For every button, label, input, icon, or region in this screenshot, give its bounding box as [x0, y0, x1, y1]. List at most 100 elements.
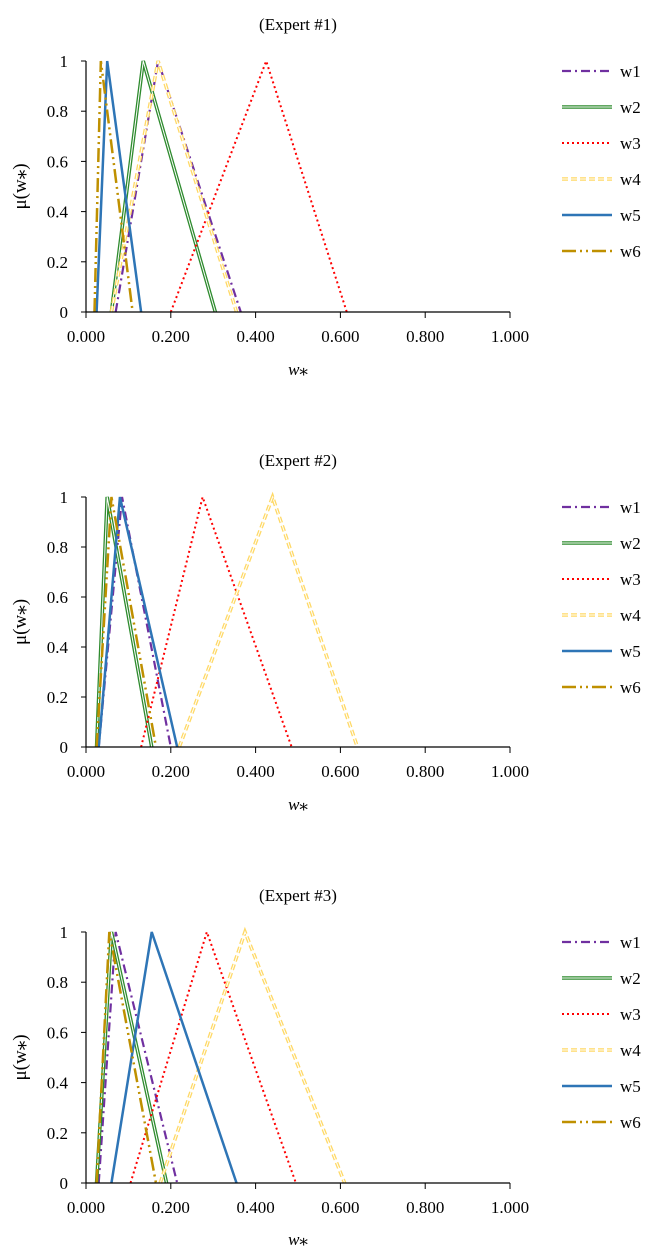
series-lines — [94, 926, 347, 1184]
y-tick-label: 0 — [60, 1174, 69, 1193]
series-line-w5 — [95, 60, 143, 313]
legend-label: w2 — [620, 969, 641, 988]
y-tick-label: 0.6 — [47, 588, 68, 607]
chart-title: (Expert #2) — [259, 451, 337, 470]
y-tick-label: 1 — [60, 52, 69, 71]
y-tick-label: 0.2 — [47, 1124, 68, 1143]
legend-label: w6 — [620, 1113, 641, 1132]
legend-item-w3: w3 — [562, 570, 641, 589]
legend-item-w6: w6 — [562, 1113, 641, 1132]
legend-item-w1: w1 — [562, 62, 641, 81]
legend-label: w5 — [620, 642, 641, 661]
series-line-w4 — [158, 926, 347, 1184]
x-tick-label: 0.400 — [236, 1198, 274, 1217]
legend-label: w4 — [620, 170, 641, 189]
legend-label: w1 — [620, 498, 641, 517]
legend-item-w2: w2 — [562, 969, 641, 988]
y-tick-label: 0.8 — [47, 973, 68, 992]
y-tick-label: 0 — [60, 738, 69, 757]
x-tick-label: 0.200 — [152, 762, 190, 781]
series-lines — [93, 57, 348, 313]
y-tick-label: 1 — [60, 488, 69, 507]
y-axis-label: μ(w⁎) — [10, 599, 31, 645]
x-tick-label: 0.000 — [67, 327, 105, 346]
series-line-w4 — [109, 60, 239, 313]
chart-panel-1: (Expert #1) 0 0.2 0.4 0.6 0.8 1 0.000 0.200 0.400… — [10, 15, 641, 379]
legend-item-w5: w5 — [562, 642, 641, 661]
x-tick-label: 0.600 — [321, 327, 359, 346]
legend-item-w6: w6 — [562, 242, 641, 261]
legend-label: w1 — [620, 933, 641, 952]
legend: w1 w2 w3 w4 w5 w6 — [562, 498, 641, 697]
legend-label: w3 — [620, 570, 641, 589]
legend-label: w6 — [620, 242, 641, 261]
x-tick-label: 0.200 — [152, 327, 190, 346]
legend-item-w5: w5 — [562, 1077, 641, 1096]
y-tick-label: 1 — [60, 923, 69, 942]
legend-item-w4: w4 — [562, 1041, 641, 1060]
series-line-w5 — [97, 496, 179, 748]
legend-item-w3: w3 — [562, 134, 641, 153]
series-line-w2 — [109, 60, 218, 313]
legend-label: w3 — [620, 1005, 641, 1024]
legend-item-w1: w1 — [562, 498, 641, 517]
legend-item-w5: w5 — [562, 206, 641, 225]
x-tick-label: 0.000 — [67, 762, 105, 781]
y-tick-label: 0.2 — [47, 253, 68, 272]
y-tick-label: 0.4 — [47, 203, 69, 222]
legend-label: w4 — [620, 1041, 641, 1060]
series-line-w1 — [97, 931, 179, 1184]
y-tick-label: 0 — [60, 303, 69, 322]
series-line-w6 — [93, 60, 134, 313]
legend-item-w4: w4 — [562, 606, 641, 625]
y-tick-label: 0.6 — [47, 1023, 68, 1042]
legend-label: w3 — [620, 134, 641, 153]
y-tick-label: 0.4 — [47, 1074, 69, 1093]
series-line-w6 — [95, 931, 158, 1184]
x-axis-label: w⁎ — [288, 360, 308, 379]
x-tick-label: 0.400 — [236, 762, 274, 781]
y-tick-label: 0.8 — [47, 102, 68, 121]
series-line-w5 — [110, 931, 238, 1184]
legend-label: w5 — [620, 206, 641, 225]
x-tick-label: 0.800 — [406, 327, 444, 346]
legend-label: w1 — [620, 62, 641, 81]
x-tick-label: 0.000 — [67, 1198, 105, 1217]
x-axis-label: w⁎ — [288, 795, 308, 814]
legend-item-w2: w2 — [562, 534, 641, 553]
x-axis-label: w⁎ — [288, 1230, 308, 1249]
legend-item-w4: w4 — [562, 170, 641, 189]
chart-panel-2: (Expert #2) 0 0.2 0.4 0.6 0.8 1 0.000 0.200 0.400… — [10, 451, 641, 814]
x-tick-label: 0.400 — [236, 327, 274, 346]
series-line-w3 — [129, 928, 297, 1184]
legend-label: w5 — [620, 1077, 641, 1096]
legend-item-w2: w2 — [562, 98, 641, 117]
series-line-w3 — [169, 57, 348, 313]
x-tick-label: 0.200 — [152, 1198, 190, 1217]
chart-title: (Expert #3) — [259, 886, 337, 905]
series-line-w2 — [94, 496, 154, 748]
x-tick-label: 0.600 — [321, 762, 359, 781]
series-line-w6 — [95, 496, 158, 748]
y-tick-label: 0.2 — [47, 688, 68, 707]
chart-title: (Expert #1) — [259, 15, 337, 34]
x-tick-label: 1.000 — [491, 327, 529, 346]
legend-label: w2 — [620, 98, 641, 117]
x-tick-label: 0.800 — [406, 1198, 444, 1217]
series-line-w3 — [140, 493, 293, 748]
x-tick-label: 1.000 — [491, 762, 529, 781]
chart-panel-3: (Expert #3) 0 0.2 0.4 0.6 0.8 1 0.000 0.200 0.400… — [10, 886, 641, 1249]
x-tick-label: 0.600 — [321, 1198, 359, 1217]
series-lines — [94, 491, 360, 748]
legend-label: w6 — [620, 678, 641, 697]
y-tick-label: 0.4 — [47, 638, 69, 657]
legend-label: w2 — [620, 534, 641, 553]
y-tick-label: 0.6 — [47, 152, 68, 171]
legend-label: w4 — [620, 606, 641, 625]
x-tick-label: 0.800 — [406, 762, 444, 781]
series-line-w4 — [177, 491, 360, 748]
y-axis-label: μ(w⁎) — [10, 163, 31, 209]
legend-item-w3: w3 — [562, 1005, 641, 1024]
